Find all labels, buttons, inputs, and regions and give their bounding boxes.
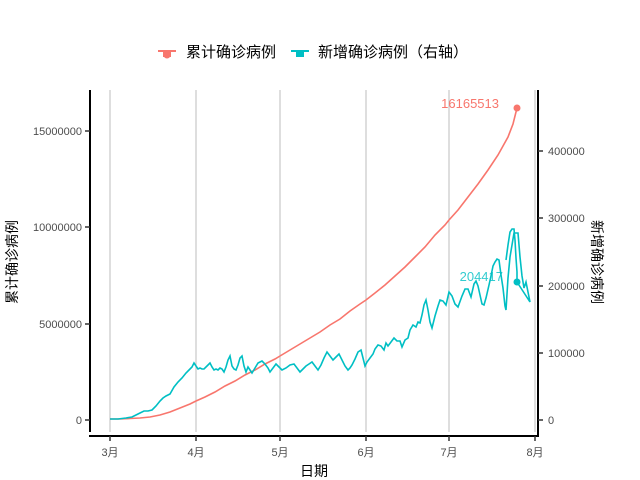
y-axis-right: 0 100000 200000 300000 400000 新增确诊病例: [537, 90, 604, 437]
series-cumulative-endpoint: [513, 104, 521, 112]
legend-key-cumulative: [158, 50, 176, 59]
y-right-tick-4: 400000: [548, 146, 585, 158]
series-daily-line: [110, 232, 531, 420]
y-left-tick-0: 0: [76, 415, 82, 427]
x-tick-4: 7月: [440, 447, 457, 459]
grid-lines: [109, 90, 536, 432]
x-tick-2: 5月: [271, 447, 288, 459]
y-left-tick-2: 10000000: [33, 222, 82, 234]
y-right-tick-2: 200000: [548, 281, 585, 293]
y-left-title: 累计确诊病例: [5, 220, 21, 304]
annotation-cumulative: 16165513: [441, 96, 499, 111]
legend-key-daily: [291, 50, 309, 57]
y-left-tick-1: 5000000: [39, 319, 82, 331]
x-tick-0: 3月: [101, 447, 118, 459]
legend: 累计确诊病例 新增确诊病例（右轴）: [158, 43, 468, 61]
x-axis: 3月 4月 5月 6月 7月 8月 日期: [89, 435, 544, 480]
y-left-tick-3: 15000000: [33, 126, 82, 138]
x-axis-title: 日期: [300, 464, 328, 480]
series-daily-endpoint: [513, 278, 521, 286]
y-axis-left: 0 5000000 10000000 15000000 累计确诊病例: [5, 90, 91, 432]
y-right-tick-0: 0: [548, 415, 554, 427]
x-tick-5: 8月: [526, 447, 543, 459]
y-right-tick-1: 100000: [548, 348, 585, 360]
annotation-daily: 204417: [460, 269, 503, 284]
series-daily-tail: [505, 228, 518, 282]
y-right-title: 新增确诊病例: [588, 220, 604, 304]
series-cumulative-line: [110, 107, 518, 420]
x-tick-3: 6月: [357, 447, 374, 459]
x-tick-1: 4月: [187, 447, 204, 459]
legend-label-daily: 新增确诊病例（右轴）: [318, 43, 468, 61]
y-right-tick-3: 300000: [548, 213, 585, 225]
legend-label-cumulative: 累计确诊病例: [186, 43, 276, 61]
